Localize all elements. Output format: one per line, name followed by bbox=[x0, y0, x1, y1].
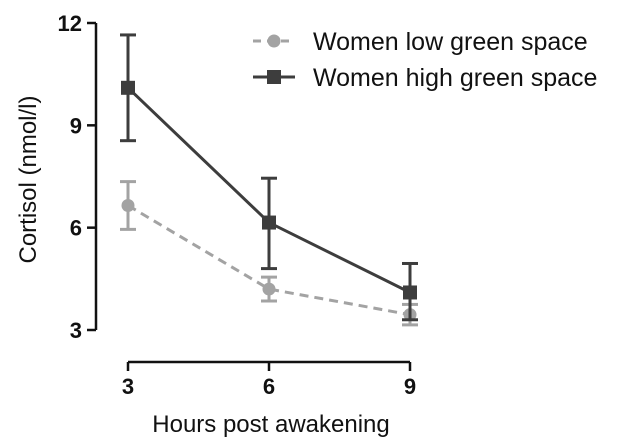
y-tick-label: 12 bbox=[58, 11, 82, 36]
data-point bbox=[121, 198, 135, 212]
data-point bbox=[121, 80, 135, 95]
x-tick-label: 6 bbox=[263, 374, 275, 399]
y-axis-title: Cortisol (nmol/l) bbox=[15, 95, 42, 263]
y-tick-label: 9 bbox=[70, 113, 82, 138]
series-line bbox=[127, 204, 411, 317]
legend-item-1: Women low green space bbox=[253, 28, 588, 56]
legend-swatch-marker bbox=[267, 70, 281, 84]
y-tick-label: 6 bbox=[70, 216, 82, 241]
x-tick-label: 9 bbox=[404, 374, 416, 399]
legend: Women low green space Women high green sp… bbox=[253, 28, 597, 92]
y-tick-label: 3 bbox=[70, 318, 82, 343]
series-layer bbox=[120, 33, 418, 327]
legend-label: Women high green space bbox=[313, 64, 597, 92]
series-2 bbox=[120, 33, 418, 322]
data-point bbox=[262, 282, 276, 296]
x-axis-title: Hours post awakening bbox=[152, 411, 389, 438]
data-point bbox=[262, 215, 276, 230]
legend-item-2: Women high green space bbox=[253, 64, 597, 92]
data-point bbox=[403, 285, 417, 300]
legend-swatch-marker bbox=[267, 34, 281, 48]
axes: 3 6 9 12 3 6 9 Hours post awakening Cortisol (nm… bbox=[15, 11, 416, 438]
x-tick-label: 3 bbox=[122, 374, 134, 399]
legend-label: Women low green space bbox=[313, 28, 588, 56]
